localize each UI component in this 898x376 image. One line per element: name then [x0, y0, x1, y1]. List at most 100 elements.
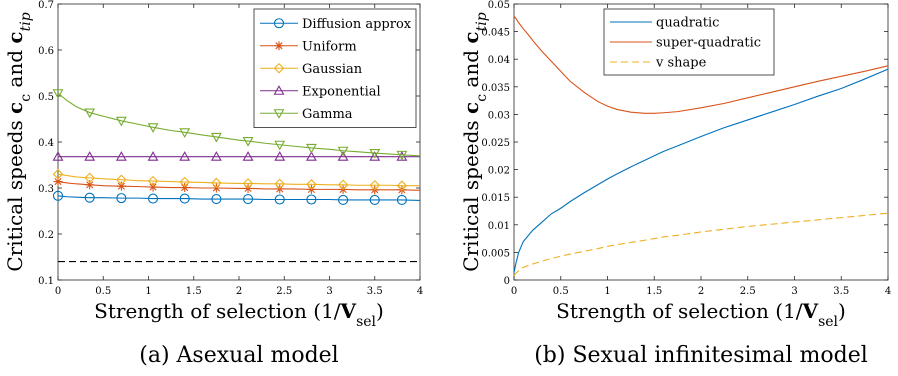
data-point-gamma [305, 143, 317, 154]
legend-label: v shape [655, 56, 707, 71]
series-line-diffusion-approx [57, 195, 421, 201]
data-point-uniform [53, 177, 63, 187]
x-tick-label: 3 [326, 286, 332, 297]
data-point-diffusion-approx [243, 193, 254, 205]
x-axis-label: Strength of selection (1/Vsel) [556, 299, 846, 330]
legend-label: super-quadratic [656, 36, 761, 51]
data-point-gaussian [306, 179, 317, 190]
legend-label: Exponential [302, 84, 381, 99]
y-tick-label: 0.01 [488, 221, 510, 232]
x-tick-label: 2 [698, 286, 704, 297]
data-point-gaussian [337, 179, 349, 191]
y-axis-label: Critical speeds cc and ctip [3, 12, 34, 271]
data-point-exponential [52, 151, 64, 161]
legend-label: Gaussian [302, 62, 363, 77]
data-point-uniform [148, 182, 158, 192]
legend-marker [273, 109, 285, 119]
chart-caption: (b) Sexual infinitesimal model [534, 343, 868, 368]
data-point-gamma [52, 89, 64, 99]
data-point-exponential [147, 151, 159, 161]
chart-panel-asexual: 0 0.5 1 1.5 2 2.5 3 3.5 4 0.1 0.2 0.3 0.4 0.5 0.6 0.7 Di… [3, 0, 423, 368]
data-point-diffusion-approx [396, 194, 407, 206]
legend-label: Uniform [302, 39, 357, 54]
y-tick-label: 0.03 [488, 110, 510, 121]
data-point-diffusion-approx [179, 193, 190, 204]
x-tick-label: 0.5 [553, 286, 569, 297]
legend-label: Gamma [302, 107, 353, 122]
x-tick-label: 0 [511, 286, 517, 297]
data-point-diffusion-approx [116, 193, 127, 204]
legend-marker [274, 41, 284, 51]
data-point-gamma [179, 128, 191, 138]
chart-caption: (a) Asexual model [139, 343, 338, 368]
x-tick-label: 1.5 [646, 286, 662, 297]
data-point-uniform [180, 183, 190, 193]
data-point-exponential [337, 151, 349, 161]
data-point-diffusion-approx [338, 194, 349, 206]
y-tick-label: 0 [504, 276, 510, 287]
data-point-exponential [84, 151, 96, 161]
data-point-exponential [274, 151, 286, 161]
data-point-diffusion-approx [84, 192, 95, 203]
data-point-diffusion-approx [52, 190, 64, 201]
y-tick-label: 0.025 [481, 138, 510, 149]
data-point-exponential [210, 151, 222, 161]
data-point-gamma [147, 123, 159, 133]
data-point-gaussian [369, 179, 381, 191]
x-tick-label: 1 [145, 286, 151, 297]
data-point-gamma [242, 137, 254, 147]
data-point-uniform [116, 181, 126, 191]
y-tick-label: 0.04 [488, 55, 510, 66]
data-point-diffusion-approx [274, 194, 285, 205]
y-tick-label: 0.5 [38, 92, 54, 103]
data-point-diffusion-approx [306, 194, 317, 205]
y-tick-label: 0.015 [481, 193, 510, 204]
x-tick-label: 2.5 [276, 286, 292, 297]
legend-marker [273, 85, 285, 95]
x-tick-label: 3.5 [833, 286, 849, 297]
data-point-gaussian [242, 178, 254, 189]
y-tick-label: 0.035 [481, 83, 510, 94]
data-point-gamma [210, 132, 222, 143]
y-tick-label: 0.02 [488, 166, 510, 177]
y-tick-label: 0.2 [38, 230, 54, 241]
x-tick-label: 2.5 [740, 286, 756, 297]
data-point-exponential [305, 151, 317, 161]
data-point-gamma [396, 150, 408, 161]
data-point-gaussian [116, 174, 127, 185]
series-line-uniform [57, 181, 421, 191]
x-axis-label: Strength of selection (1/Vsel) [94, 299, 384, 330]
data-point-gaussian [179, 176, 190, 188]
data-point-gamma [274, 140, 286, 151]
data-point-gaussian [84, 172, 95, 184]
x-tick-label: 3.5 [367, 286, 383, 297]
series-line-super-quadratic [513, 15, 889, 114]
data-point-exponential [115, 151, 127, 161]
series-line-gamma [57, 92, 421, 157]
data-point-gamma [337, 146, 349, 157]
y-tick-label: 0.3 [38, 184, 54, 195]
data-point-gamma [84, 108, 96, 119]
y-tick-label: 0.05 [488, 0, 510, 11]
y-tick-label: 0.4 [38, 138, 54, 149]
series-line-v-shape [513, 212, 889, 276]
data-point-gaussian [52, 168, 64, 180]
x-tick-label: 0.5 [95, 286, 111, 297]
y-tick-label: 0.005 [481, 248, 510, 259]
x-tick-label: 2 [236, 286, 242, 297]
data-point-gaussian [211, 177, 222, 189]
legend-marker [273, 62, 285, 74]
data-point-gamma [115, 116, 127, 127]
x-tick-label: 1 [604, 286, 610, 297]
x-tick-label: 4 [417, 286, 423, 297]
chart-panel-sexual: 0 0.5 1 1.5 2 2.5 3 3.5 4 0 0.005 0.01 0.015 0.02 0.02… [459, 0, 891, 368]
x-tick-label: 4 [885, 286, 891, 297]
y-tick-label: 0.7 [38, 0, 54, 11]
data-point-gaussian [147, 175, 159, 187]
x-tick-label: 1.5 [186, 286, 202, 297]
x-tick-label: 0 [55, 286, 61, 297]
data-point-diffusion-approx [211, 193, 222, 205]
data-point-gaussian [396, 180, 408, 191]
legend-marker [273, 18, 285, 29]
